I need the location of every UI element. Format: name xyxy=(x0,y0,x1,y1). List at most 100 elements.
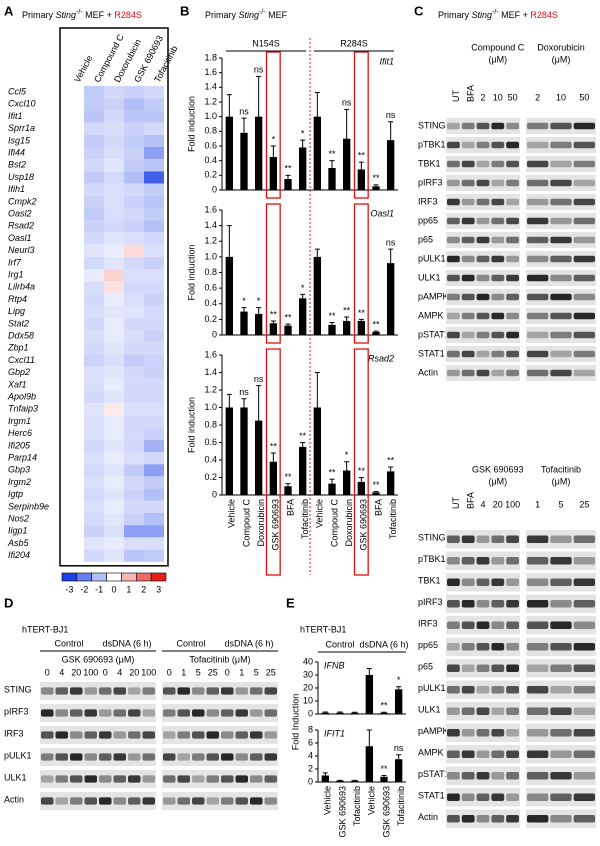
y-tick-label: 10 xyxy=(303,695,313,705)
y-tick-label: 1.2 xyxy=(204,384,217,394)
error-bar xyxy=(373,184,379,187)
blot-band xyxy=(221,775,234,783)
blot-band xyxy=(573,274,595,282)
blot-band xyxy=(447,122,460,130)
colorbar-cell xyxy=(121,572,137,582)
blot-band xyxy=(55,709,68,717)
heatmap-cell xyxy=(64,500,84,513)
bar xyxy=(240,311,248,335)
blot-band xyxy=(177,709,190,717)
y-tick-label: 1.4 xyxy=(204,367,217,377)
panel-title: Primary Sting-/- MEF + R284S xyxy=(438,9,558,21)
heatmap-cell xyxy=(84,513,104,526)
blot-band xyxy=(447,772,460,780)
blot-strip xyxy=(446,137,520,153)
blot-strip xyxy=(526,137,596,153)
blot-band xyxy=(447,312,460,320)
bar xyxy=(255,116,263,190)
error-bar xyxy=(285,174,291,179)
gene-label: Serpinb9e xyxy=(8,501,49,511)
blot-band xyxy=(447,750,460,758)
heatmap-cell xyxy=(104,354,124,367)
error-bar xyxy=(366,668,372,675)
blot-band xyxy=(491,600,505,608)
heatmap-cell xyxy=(84,427,104,440)
gene-label: Igtp xyxy=(8,489,23,499)
heatmap-cell xyxy=(104,269,124,282)
blot-band xyxy=(221,687,234,695)
blot-band xyxy=(506,312,519,320)
gene-label: Sprr1a xyxy=(8,123,35,133)
x-tick-label: Tofacitinib xyxy=(300,499,310,539)
row-label: pp65 xyxy=(418,640,438,650)
bar xyxy=(372,331,380,335)
colorbar-label: 1 xyxy=(126,584,131,594)
gene-label: Gbp2 xyxy=(8,367,30,377)
error-bar xyxy=(300,293,306,299)
blot-band xyxy=(99,775,112,783)
blot-band xyxy=(491,293,505,301)
blot-band xyxy=(506,621,519,629)
blot-strip xyxy=(526,809,596,828)
blot-band xyxy=(550,686,572,694)
heatmap-cell xyxy=(104,403,124,416)
y-tick-label: 1.0 xyxy=(204,251,217,261)
heatmap-cell xyxy=(104,317,124,330)
significance: ** xyxy=(343,305,351,315)
blot-band xyxy=(491,255,505,263)
blot-band xyxy=(461,255,475,263)
x-tick-label: Tofacitinib xyxy=(396,786,406,826)
title-text: Primary xyxy=(205,10,239,20)
blot-strip xyxy=(526,213,596,229)
significance: ns xyxy=(254,374,264,384)
error-bar xyxy=(358,161,364,170)
lane-label: 2 xyxy=(535,92,540,102)
blot-band xyxy=(506,274,519,282)
lane-label: 1 xyxy=(181,667,186,677)
error-bar xyxy=(329,160,335,168)
lane-label: BFA xyxy=(466,85,476,102)
blot-band xyxy=(264,753,277,761)
gene-label: Xaf1 xyxy=(7,379,27,389)
error-bar xyxy=(396,686,402,690)
lane-label: 4 xyxy=(59,667,64,677)
blot-band xyxy=(163,753,176,761)
row-label: pSTAT1 xyxy=(418,769,450,779)
heatmap-cell xyxy=(124,281,144,294)
blot-band xyxy=(506,198,519,206)
x-tick-label: Tofacitinib xyxy=(388,499,398,539)
blot-band xyxy=(527,217,549,225)
heatmap-cell xyxy=(64,525,84,538)
blot-band xyxy=(192,775,205,783)
blot-band xyxy=(476,535,490,543)
bar xyxy=(357,320,365,335)
heatmap-cell xyxy=(144,134,164,147)
error-bar xyxy=(300,442,306,447)
heatmap-cell xyxy=(124,305,144,318)
unit-label: (μM) xyxy=(488,54,507,64)
title-mutant: R284S xyxy=(530,10,558,20)
blot-strip xyxy=(40,792,156,810)
blot-band xyxy=(573,664,595,672)
lane-label: 0 xyxy=(167,667,172,677)
heatmap-cell xyxy=(64,330,84,343)
blot-band xyxy=(84,775,97,783)
blot-band xyxy=(206,753,219,761)
blot-band xyxy=(476,141,490,149)
blot-band xyxy=(550,217,572,225)
blot-band xyxy=(461,312,475,320)
heatmap-cell xyxy=(144,195,164,208)
heatmap-cell xyxy=(124,122,144,135)
lane-label: 5 xyxy=(196,667,201,677)
significance: ** xyxy=(372,173,380,183)
blot-band xyxy=(206,731,219,739)
blot-band xyxy=(461,122,475,130)
x-tick-label: Doxorubicin xyxy=(344,499,354,547)
heatmap-cell xyxy=(104,244,124,257)
blot-band xyxy=(235,797,248,805)
heatmap-cell xyxy=(64,159,84,172)
condition-label: dsDNA (6 h) xyxy=(224,638,273,648)
group-label: Doxorubicin xyxy=(537,42,585,52)
heatmap-cell xyxy=(104,256,124,269)
heatmap-cell xyxy=(144,171,164,184)
